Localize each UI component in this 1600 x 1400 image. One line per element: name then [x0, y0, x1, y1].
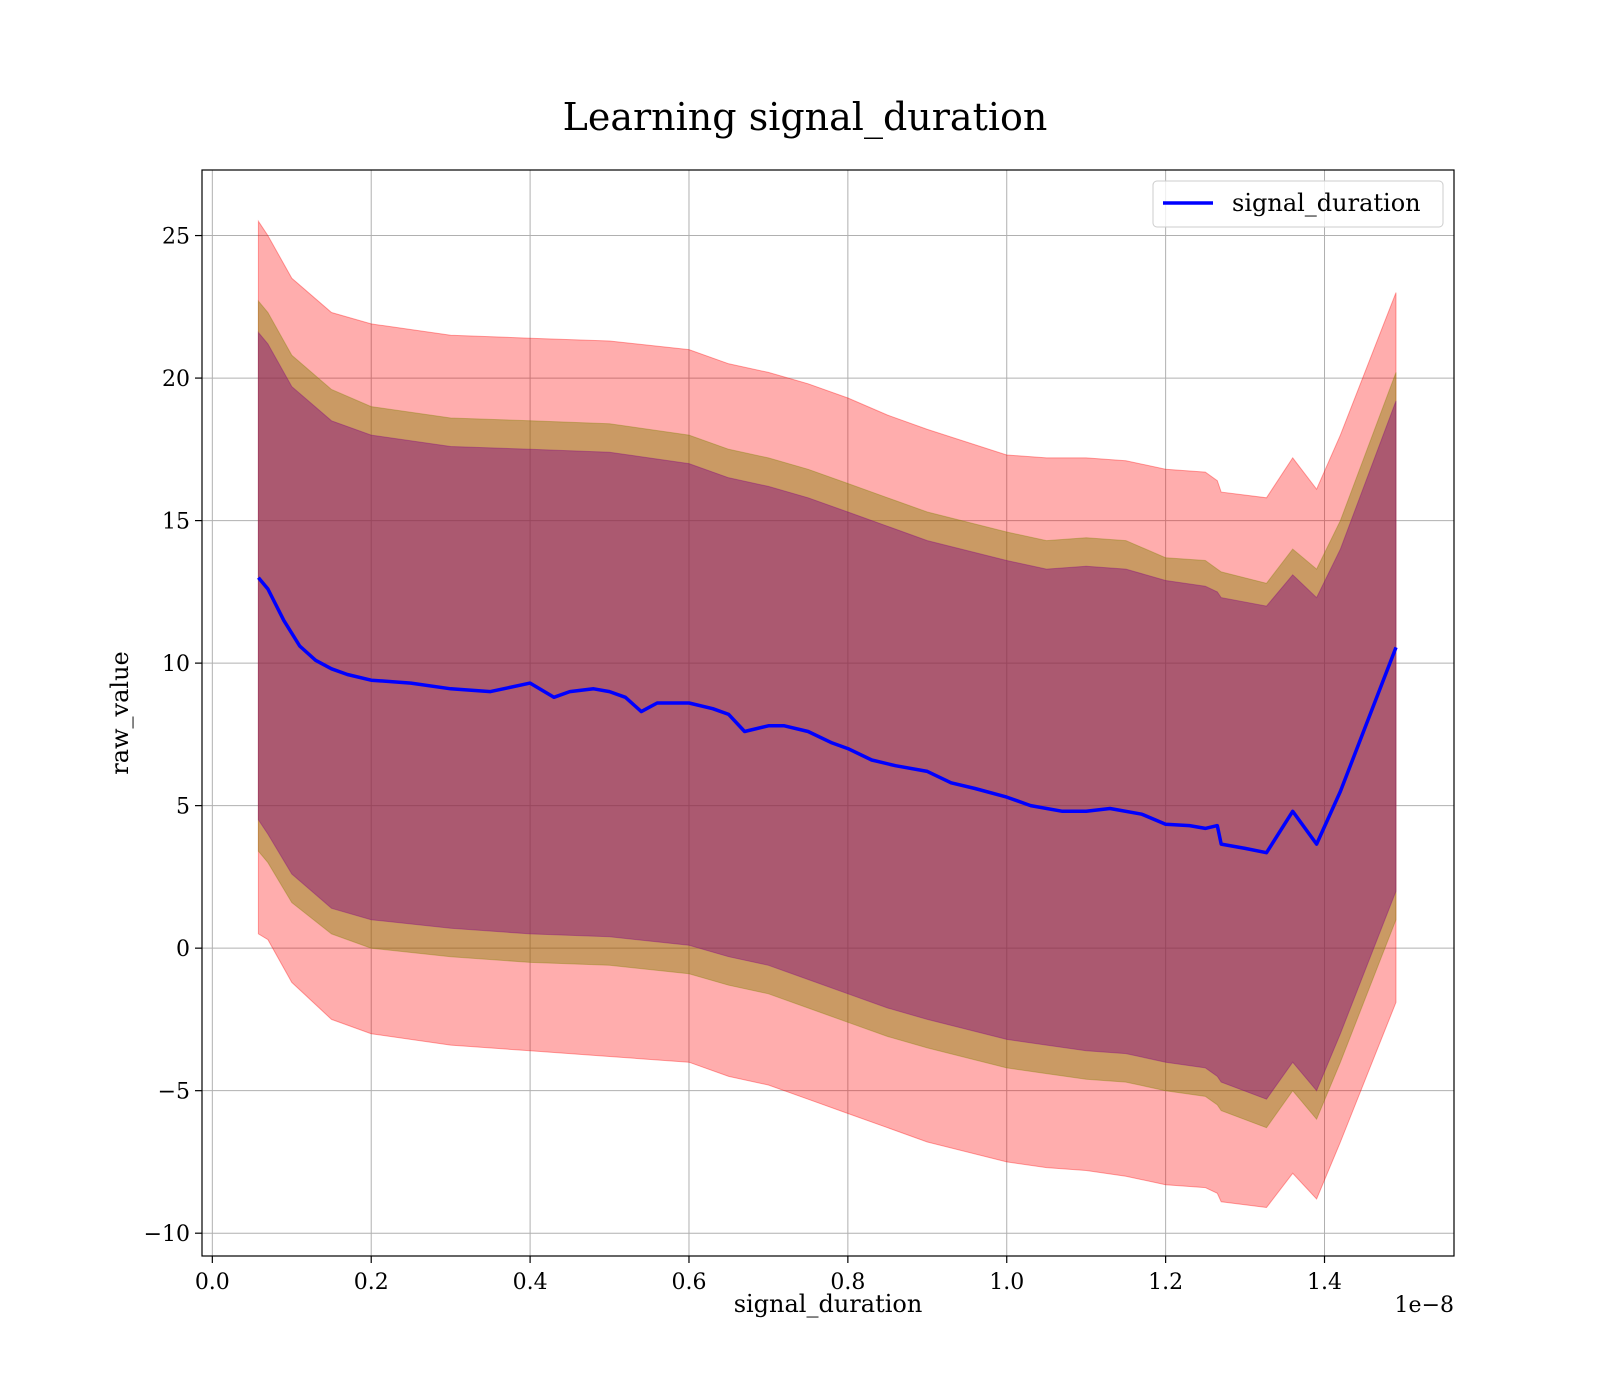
x-tick-label: 1.4	[1307, 1270, 1342, 1295]
grid	[202, 170, 1454, 1256]
y-tick-label: 25	[162, 225, 190, 250]
y-tick-label: −10	[144, 1222, 190, 1247]
inner-band	[257, 331, 1397, 1100]
y-tick-label: 0	[176, 937, 190, 962]
y-tick-label: 5	[176, 795, 190, 820]
series-line-signal_duration	[257, 576, 1398, 855]
bands	[257, 219, 1397, 1209]
x-tick-label: 0.8	[830, 1270, 865, 1295]
x-tick-label: 1.2	[1148, 1270, 1183, 1295]
y-tick-label: 10	[162, 652, 190, 677]
chart-title: Learning signal_duration	[563, 95, 1048, 140]
ticks: 0.0 0.2 0.4 0.6 0.8 1.0 1.2 1.4 −10 −5 0 5 10 15 20 25	[144, 225, 1342, 1295]
y-tick-label: 20	[162, 367, 190, 392]
middle-band	[257, 299, 1397, 1129]
x-tick-label: 0.0	[195, 1270, 230, 1295]
x-tick-label: 1.0	[989, 1270, 1024, 1295]
y-tick-label: 15	[162, 510, 190, 535]
series-lines	[257, 576, 1398, 855]
x-offset-text: 1e−8	[1395, 1293, 1454, 1318]
legend-box	[1152, 180, 1444, 228]
plot-frame	[201, 169, 1455, 1257]
x-tick-label: 0.4	[513, 1270, 548, 1295]
y-tick-label: −5	[158, 1080, 190, 1105]
y-axis-label: raw_value	[106, 651, 134, 775]
x-tick-label: 0.6	[671, 1270, 706, 1295]
legend: signal_duration	[1152, 180, 1444, 228]
x-axis-label: signal_duration	[734, 1290, 923, 1318]
x-tick-label: 0.2	[354, 1270, 389, 1295]
legend-label: signal_duration	[1232, 189, 1421, 217]
outer-band	[257, 219, 1397, 1209]
